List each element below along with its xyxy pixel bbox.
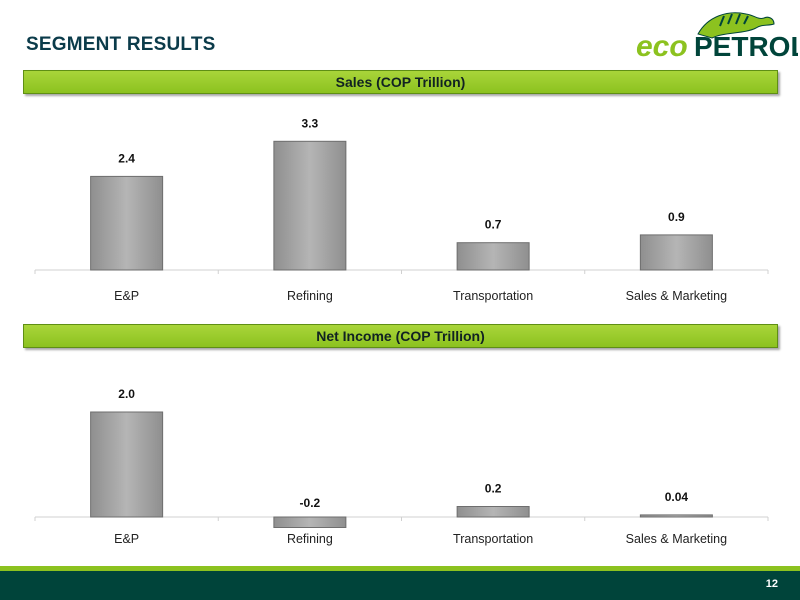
page-title: SEGMENT RESULTS: [26, 34, 216, 55]
sales-bar: [639, 234, 713, 271]
income-bar: [90, 411, 164, 518]
footer-stripe: [0, 566, 800, 571]
sales-category-label: Transportation: [453, 289, 533, 303]
net-income-bar-chart: 2.0 E&P -0.2 Refining 0.2 Transportation 0.04 S…: [34, 387, 769, 546]
sales-bar-chart: 2.4 E&P 3.3 Refining 0.7 Transportation 0.9 Sal…: [34, 116, 769, 303]
sales-bar: [273, 140, 347, 271]
income-bar: [273, 516, 347, 528]
income-value-label: -0.2: [300, 496, 321, 510]
sales-value-label: 0.7: [485, 218, 502, 232]
income-bar: [456, 506, 530, 518]
income-bar: [639, 514, 713, 518]
income-category-label: Refining: [287, 532, 333, 546]
sales-value-label: 2.4: [118, 151, 135, 165]
income-value-label: 0.04: [665, 490, 689, 504]
logo-eco-text: eco: [636, 30, 688, 62]
income-value-label: 0.2: [485, 482, 502, 496]
net-income-chart-banner: Net Income (COP Trillion): [23, 324, 778, 348]
footer-bar: 12: [0, 571, 800, 600]
sales-bar: [456, 242, 530, 271]
iguana-stripes-icon: [719, 13, 749, 27]
sales-chart-banner: Sales (COP Trillion): [23, 70, 778, 94]
page-number: 12: [765, 578, 778, 590]
ecopetrol-logo: eco PETROL: [636, 12, 798, 62]
income-category-label: Sales & Marketing: [626, 532, 727, 546]
sales-value-label: 0.9: [668, 210, 685, 224]
sales-category-label: Sales & Marketing: [626, 289, 727, 303]
net-income-chart-title: Net Income (COP Trillion): [316, 328, 485, 344]
sales-chart-title: Sales (COP Trillion): [335, 74, 466, 90]
sales-bar: [90, 175, 164, 271]
income-value-label: 2.0: [118, 387, 135, 401]
income-category-label: Transportation: [453, 532, 533, 546]
logo-petrol-text: PETROL: [694, 31, 798, 62]
income-category-label: E&P: [114, 532, 139, 546]
sales-value-label: 3.3: [302, 116, 319, 130]
sales-category-label: Refining: [287, 289, 333, 303]
iguana-icon: [697, 12, 775, 39]
sales-category-label: E&P: [114, 289, 139, 303]
